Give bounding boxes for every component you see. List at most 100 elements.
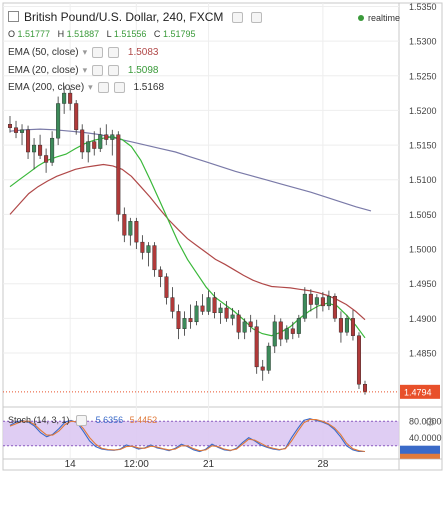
stoch-legend[interactable]: Stoch (14, 3, 1) 5.6356 5.4452 [8, 415, 158, 427]
realtime-dot-icon [358, 15, 364, 21]
time-tick-label: 28 [317, 459, 329, 470]
candle-body [194, 305, 199, 323]
ohlc-high-value: 1.51887 [66, 29, 100, 39]
candle-body [128, 221, 133, 236]
price-tick-label: 1.4950 [409, 279, 437, 289]
gear-icon[interactable]: ⚙ [424, 415, 436, 429]
ohlc-readout: O 1.51777 H 1.51887 L 1.51556 C 1.51795 [8, 29, 200, 39]
chevron-down-icon[interactable]: ▾ [82, 47, 88, 58]
chart-title: British Pound/U.S. Dollar, 240, FXCM [8, 10, 263, 24]
candle-body [260, 366, 265, 371]
legend-ema200[interactable]: EMA (200, close) ▾ 1.5168 [8, 82, 164, 93]
candle-body [320, 297, 325, 307]
candle-body [338, 318, 343, 333]
candle-body [350, 318, 355, 336]
ema200-line [9, 128, 372, 212]
candle-body [296, 318, 301, 334]
price-tick-label: 1.5300 [409, 37, 437, 47]
stoch-k-line [9, 418, 365, 453]
chevron-down-icon[interactable]: ▾ [82, 65, 88, 76]
stoch-k-value: 5.6356 [95, 415, 124, 425]
candle-body [80, 129, 85, 153]
price-tick-label: 1.5200 [409, 106, 437, 116]
candle-body [68, 92, 73, 104]
candle-body [284, 328, 289, 340]
candle-body [62, 92, 67, 104]
stoch-d-value: 5.4452 [129, 415, 158, 425]
candle-body [206, 297, 211, 312]
time-tick-label: 21 [203, 459, 215, 470]
ohlc-low-key: L [106, 29, 112, 39]
settings-button[interactable] [231, 12, 243, 24]
ema200-visibility-button[interactable] [97, 82, 109, 93]
ema200-settings-button[interactable] [113, 82, 125, 93]
candle-body [56, 103, 61, 139]
ema50-settings-button[interactable] [108, 47, 120, 58]
close-button[interactable] [251, 12, 263, 24]
candle-body [224, 307, 229, 319]
last-price-tag [400, 384, 440, 399]
chart-title-text: British Pound/U.S. Dollar, 240, FXCM [24, 10, 224, 24]
candle-body [164, 276, 169, 298]
candle-body [302, 293, 307, 319]
candle-body [110, 134, 115, 140]
symbol-square-icon [8, 11, 19, 22]
candle-body [176, 311, 181, 329]
stoch-k-tag [400, 445, 440, 456]
candle-body [140, 241, 145, 253]
candle-body [26, 129, 31, 153]
candle-body [44, 155, 49, 163]
stoch-band [3, 421, 399, 446]
stoch-visibility-button[interactable] [76, 415, 88, 427]
last-price-label: 1.4794 [404, 387, 432, 397]
legend-ema20[interactable]: EMA (20, close) ▾ 1.5098 [8, 65, 159, 76]
stoch-tick-label: 40.0000 [409, 433, 442, 443]
ohlc-low-value: 1.51556 [113, 29, 147, 39]
candle-body [122, 214, 127, 236]
ema50-visibility-button[interactable] [92, 47, 104, 58]
realtime-indicator: realtime [358, 13, 400, 23]
candle-body [272, 321, 277, 347]
candle-body [242, 321, 247, 333]
legend-ema50-label: EMA (50, close) [8, 47, 79, 59]
legend-ema200-value: 1.5168 [133, 82, 165, 94]
price-tick-label: 1.5350 [409, 2, 437, 12]
price-tick-label: 1.5250 [409, 71, 437, 81]
candle-body [74, 103, 79, 131]
price-tick-label: 1.4850 [409, 349, 437, 359]
stoch-tick-label: 80.0000 [409, 417, 442, 427]
candle-body [50, 137, 55, 163]
candle-body [308, 293, 313, 305]
stoch-label: Stoch (14, 3, 1) [8, 415, 70, 425]
stoch-d-tag [400, 453, 440, 459]
time-tick-label: 14 [65, 459, 77, 470]
price-tick-label: 1.5100 [409, 175, 437, 185]
legend-ema20-value: 1.5098 [127, 65, 159, 77]
candle-body [7, 124, 13, 128]
ohlc-close-value: 1.51795 [162, 29, 196, 39]
legend-ema200-label: EMA (200, close) [8, 82, 85, 94]
chevron-down-icon[interactable]: ▾ [88, 82, 93, 93]
candle-body [32, 144, 37, 153]
price-tick-label: 1.4900 [409, 314, 437, 324]
candle-body [278, 321, 283, 340]
candle-body [200, 305, 205, 312]
candle-body [134, 221, 139, 243]
ema20-visibility-button[interactable] [92, 65, 104, 76]
ohlc-high-key: H [57, 29, 65, 39]
candle-body [14, 127, 19, 133]
candle-body [248, 321, 253, 327]
ema50-line [9, 163, 366, 321]
legend-ema50[interactable]: EMA (50, close) ▾ 1.5083 [8, 47, 159, 58]
candle-body [158, 269, 163, 277]
price-tick-label: 1.5150 [409, 141, 437, 151]
time-tick-label: 12:00 [124, 459, 149, 470]
candle-body [38, 144, 43, 156]
legend-ema20-label: EMA (20, close) [8, 65, 79, 77]
ema20-settings-button[interactable] [108, 65, 120, 76]
candle-body [98, 134, 103, 149]
candle-body [92, 141, 97, 149]
price-tick-label: 1.5050 [409, 210, 437, 220]
